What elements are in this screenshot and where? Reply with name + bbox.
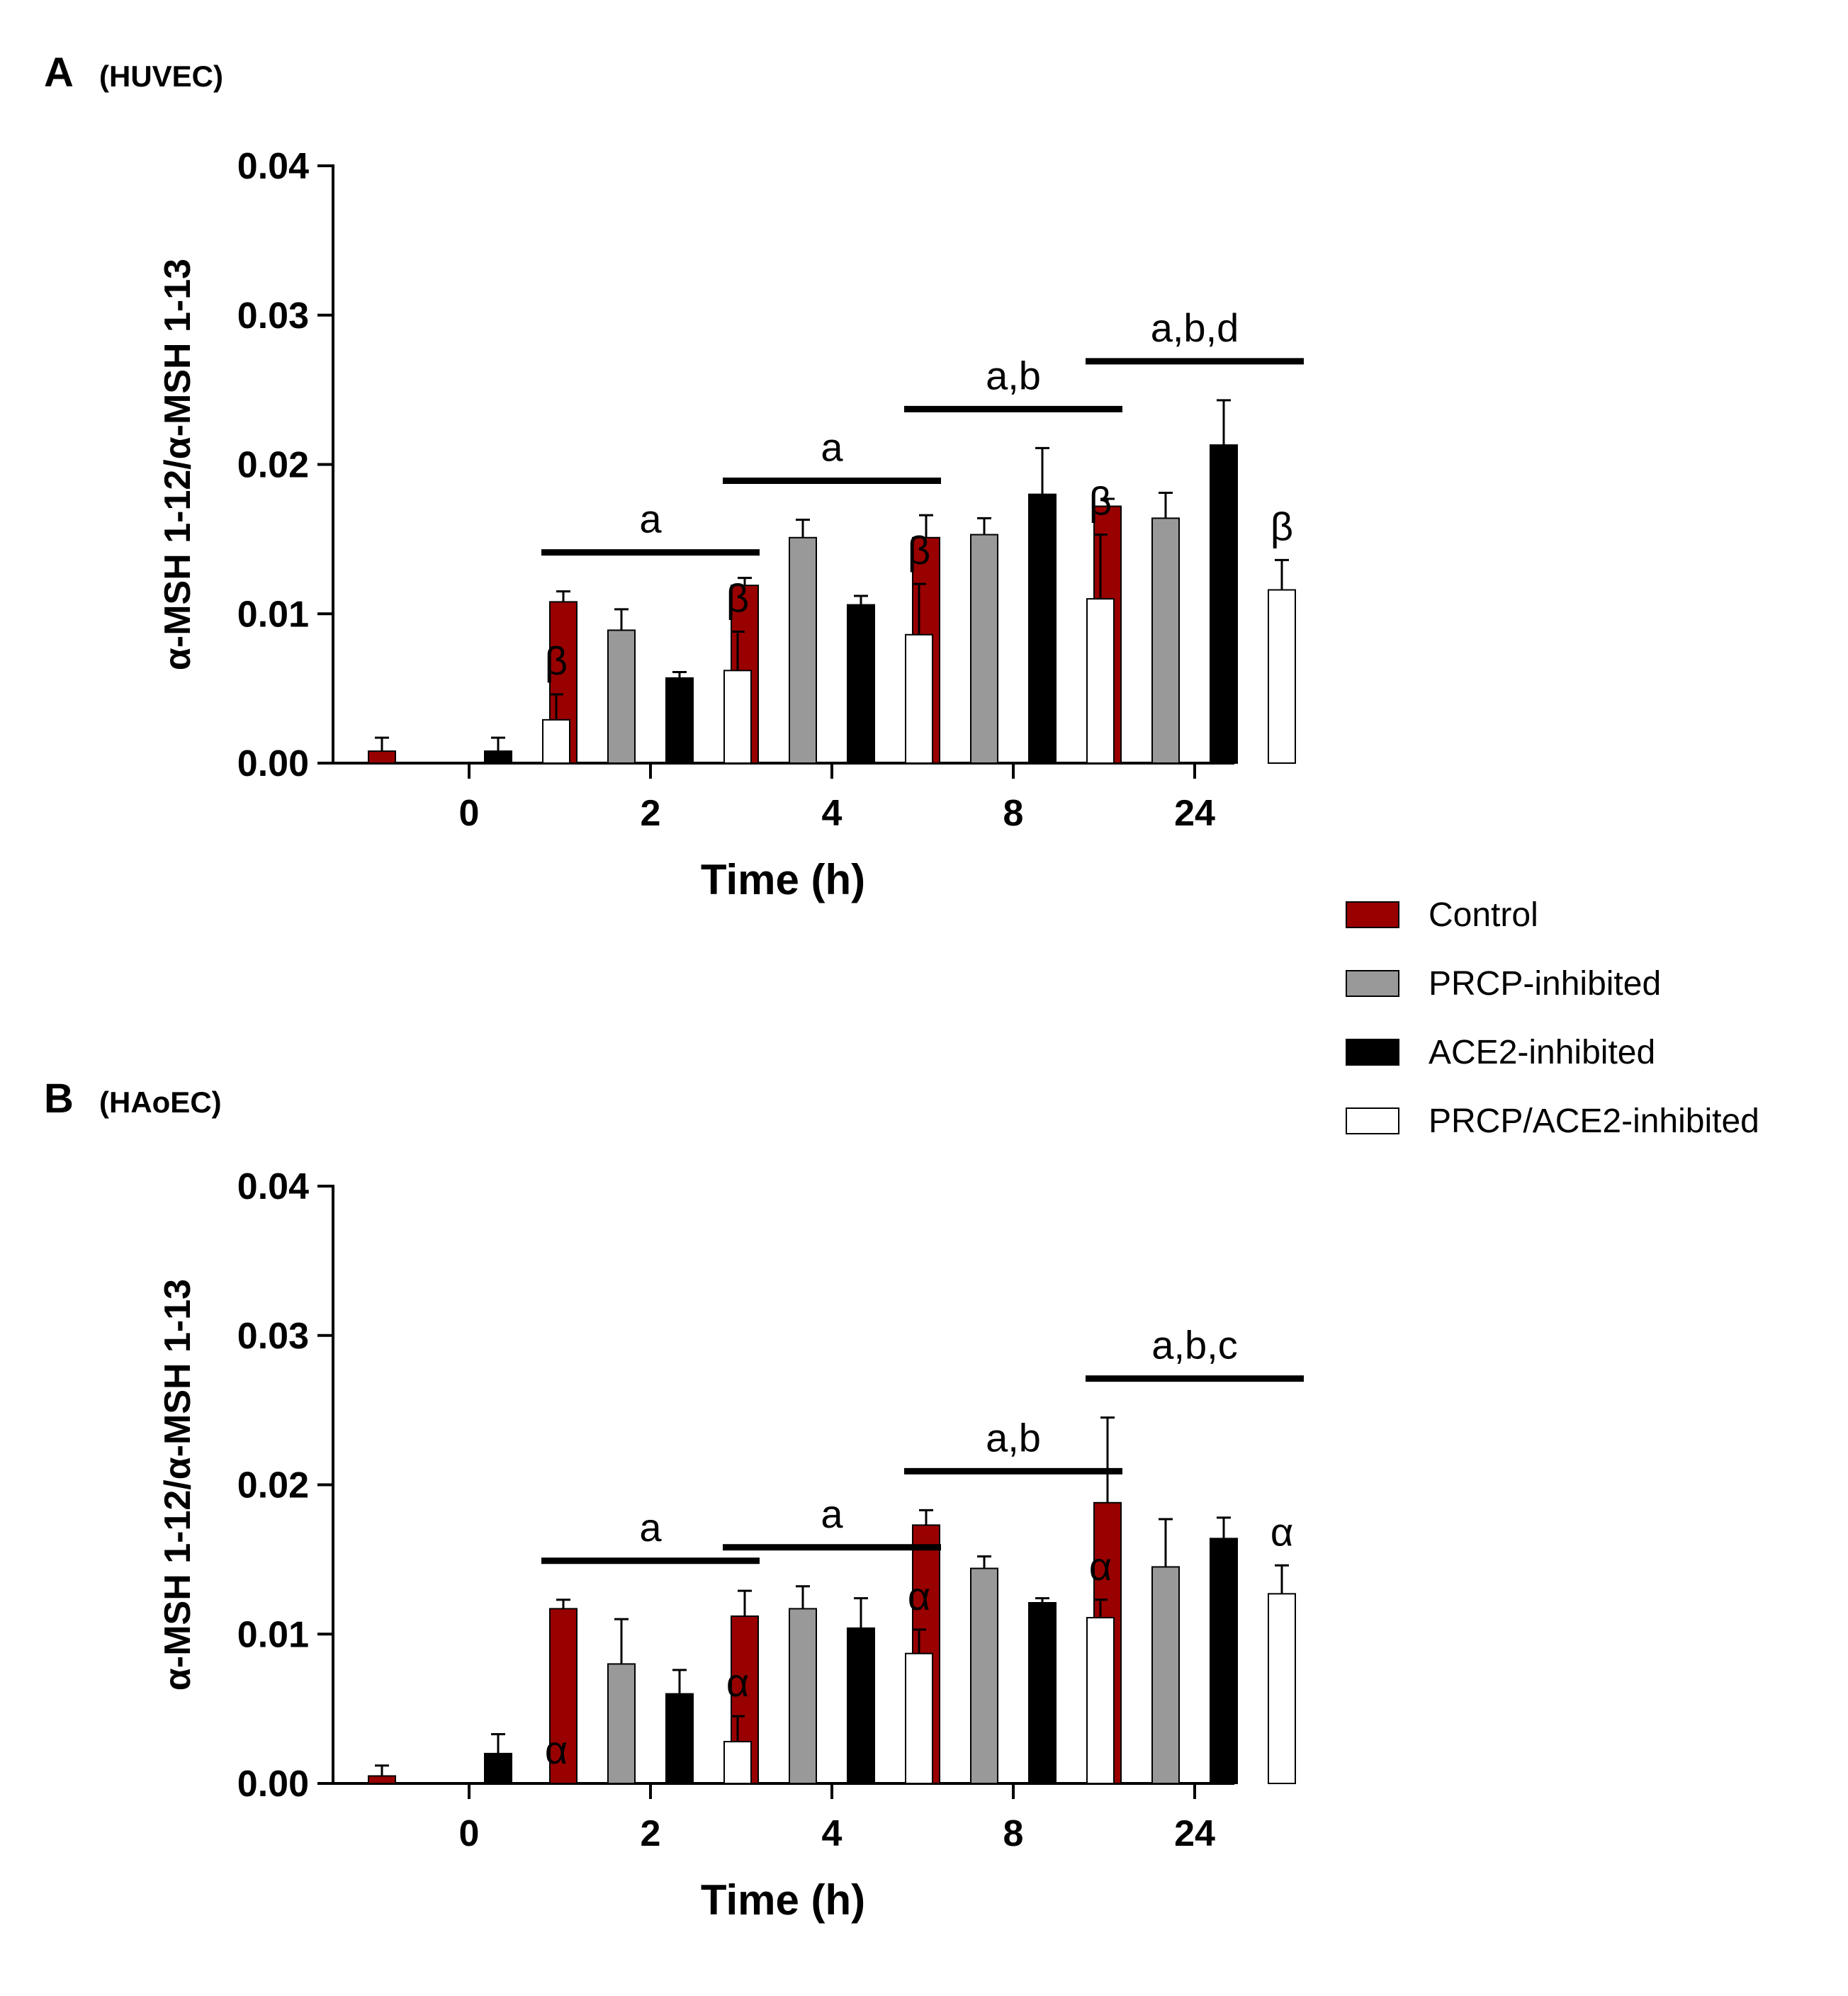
bar-ace2-inhibited-8 <box>1028 493 1057 765</box>
symbol-annotation: β <box>1089 479 1112 524</box>
x-tick-label: 2 <box>641 793 661 834</box>
y-tick-label: 0.01 <box>237 594 309 635</box>
panel-b-letter: B <box>44 1076 74 1122</box>
bar-prcp-inhibited-4 <box>789 536 817 765</box>
significance-label: a,b <box>986 1415 1041 1460</box>
symbol-annotation: α <box>908 1574 930 1618</box>
bar-ace2-inhibited-4 <box>847 1627 875 1785</box>
y-tick-label: 0.01 <box>237 1614 309 1655</box>
x-axis-label: Time (h) <box>701 856 865 903</box>
symbol-annotation: β <box>545 638 568 683</box>
bar-ace2-inhibited-8 <box>1028 1601 1057 1784</box>
y-axis-label: α-MSH 1-12/α-MSH 1-13 <box>157 1279 198 1691</box>
bar-prcp-ace2-inhibited-2 <box>723 1740 752 1784</box>
significance-label: a <box>821 424 843 469</box>
bar-prcp-inhibited-2 <box>607 629 636 764</box>
legend-swatch-ace2 <box>1346 1039 1399 1066</box>
symbol-annotation: α <box>1270 1509 1293 1554</box>
bar-prcp-ace2-inhibited-2 <box>723 670 752 765</box>
bar-ace2-inhibited-2 <box>665 1693 694 1785</box>
symbol-annotation: α <box>545 1727 568 1772</box>
symbol-annotation: α <box>726 1660 749 1705</box>
legend-swatch-prcp-ace2 <box>1346 1107 1399 1134</box>
panel-b-cell-label: (HAoEC) <box>99 1086 222 1119</box>
panel-a-cell-label: (HUVEC) <box>99 60 223 93</box>
bar-prcp-ace2-inhibited-24 <box>1268 1593 1296 1784</box>
x-tick-label: 0 <box>459 793 480 834</box>
significance-label: a <box>639 1505 662 1550</box>
y-tick-label: 0.02 <box>237 1465 309 1506</box>
bar-ace2-inhibited-2 <box>665 677 694 764</box>
x-tick-label: 24 <box>1174 1813 1215 1854</box>
x-tick-label: 4 <box>822 793 843 834</box>
x-axis-label: Time (h) <box>701 1876 865 1924</box>
y-tick-label: 0.04 <box>237 1166 309 1207</box>
bar-prcp-inhibited-2 <box>607 1663 636 1784</box>
significance-label: a,b,d <box>1151 305 1239 350</box>
bar-prcp-inhibited-8 <box>970 1567 998 1785</box>
y-tick-label: 0.00 <box>237 743 309 784</box>
y-tick-label: 0.00 <box>237 1764 309 1805</box>
x-tick-label: 2 <box>641 1813 661 1854</box>
bar-prcp-inhibited-24 <box>1151 1566 1180 1785</box>
y-tick-label: 0.03 <box>237 295 309 337</box>
legend-label-control: Control <box>1429 896 1538 934</box>
bar-control-0 <box>368 1775 396 1784</box>
x-tick-label: 24 <box>1174 793 1215 834</box>
x-tick-label: 0 <box>459 1813 480 1854</box>
bar-control-2 <box>549 1608 578 1785</box>
significance-label: a,b <box>986 353 1041 397</box>
bar-ace2-inhibited-24 <box>1210 1538 1238 1785</box>
legend-swatch-control <box>1346 901 1399 928</box>
significance-label: a <box>639 497 662 541</box>
x-tick-label: 8 <box>1003 793 1024 834</box>
bar-prcp-inhibited-24 <box>1151 517 1180 764</box>
bar-ace2-inhibited-0 <box>484 1752 512 1785</box>
panel-a-letter: A <box>44 50 74 96</box>
significance-label: a <box>821 1492 843 1536</box>
y-tick-label: 0.02 <box>237 445 309 486</box>
legend-swatch-prcp <box>1346 970 1399 997</box>
bar-prcp-ace2-inhibited-4 <box>905 633 933 764</box>
symbol-annotation: β <box>1270 504 1293 548</box>
bar-control-0 <box>368 750 396 765</box>
bar-prcp-ace2-inhibited-24 <box>1268 589 1296 765</box>
legend-label-prcp-ace2: PRCP/ACE2-inhibited <box>1429 1103 1759 1140</box>
legend: Control PRCP-inhibited ACE2-inhibited PR… <box>1346 896 1759 1140</box>
significance-label: a,b,c <box>1151 1323 1237 1368</box>
bar-prcp-inhibited-4 <box>789 1608 817 1785</box>
y-axis-label: α-MSH 1-12/α-MSH 1-13 <box>157 259 198 670</box>
bar-prcp-inhibited-8 <box>970 534 998 764</box>
bar-prcp-ace2-inhibited-4 <box>905 1652 933 1784</box>
y-tick-label: 0.04 <box>237 146 309 187</box>
bar-ace2-inhibited-0 <box>484 750 512 765</box>
x-tick-label: 4 <box>822 1813 843 1854</box>
symbol-annotation: β <box>726 576 749 621</box>
bar-ace2-inhibited-4 <box>847 604 875 764</box>
y-tick-label: 0.03 <box>237 1316 309 1357</box>
symbol-annotation: β <box>908 528 930 573</box>
legend-label-ace2: ACE2-inhibited <box>1429 1034 1655 1071</box>
bar-prcp-ace2-inhibited-8 <box>1086 1617 1115 1784</box>
legend-label-prcp: PRCP-inhibited <box>1429 965 1661 1003</box>
bar-ace2-inhibited-24 <box>1210 444 1238 764</box>
bar-prcp-ace2-inhibited-8 <box>1086 598 1115 764</box>
bar-prcp-ace2-inhibited-0 <box>542 718 570 765</box>
x-tick-label: 8 <box>1003 1813 1024 1854</box>
symbol-annotation: α <box>1089 1544 1112 1589</box>
